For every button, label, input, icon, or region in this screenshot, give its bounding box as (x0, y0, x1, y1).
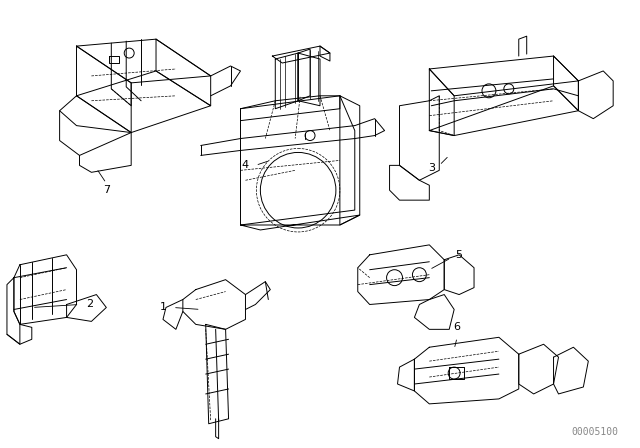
Text: 6: 6 (454, 323, 461, 332)
Text: 4: 4 (242, 160, 249, 170)
Text: 5: 5 (456, 250, 463, 260)
Text: 1: 1 (159, 302, 166, 312)
Text: 7: 7 (103, 185, 110, 195)
Text: 2: 2 (86, 300, 93, 310)
Text: 00005100: 00005100 (571, 426, 618, 437)
Text: 3: 3 (428, 164, 435, 173)
